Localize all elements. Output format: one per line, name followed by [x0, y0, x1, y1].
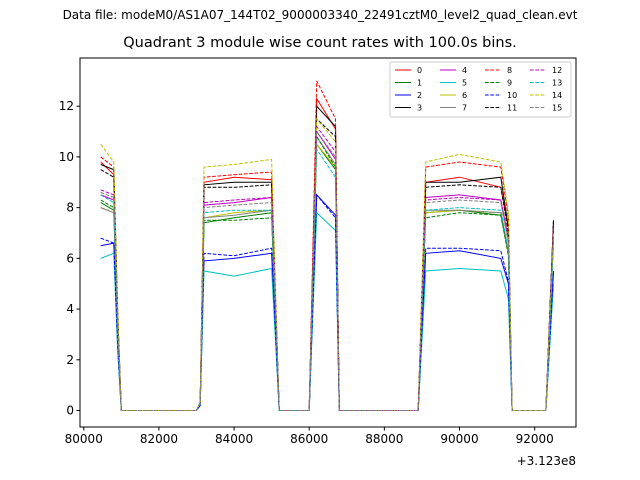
series-line-7 — [100, 135, 554, 411]
series-line-8 — [100, 80, 554, 411]
series-line-10 — [100, 193, 554, 411]
series-line-4 — [100, 129, 554, 411]
x-tick-label: 84000 — [215, 432, 253, 446]
x-tick-label: 82000 — [140, 432, 178, 446]
legend-label-14: 14 — [552, 91, 562, 100]
legend-label-15: 15 — [552, 104, 562, 113]
legend-label-2: 2 — [417, 91, 422, 100]
y-tick-label: 6 — [66, 251, 74, 265]
y-tick-label: 12 — [59, 99, 74, 113]
y-tick-label: 0 — [66, 404, 74, 418]
chart-title: Quadrant 3 module wise count rates with … — [123, 35, 517, 51]
legend-label-8: 8 — [507, 66, 512, 75]
legend-label-6: 6 — [462, 91, 467, 100]
legend-label-12: 12 — [552, 66, 562, 75]
series-line-13 — [100, 147, 554, 411]
series-line-1 — [100, 142, 554, 411]
y-tick-label: 10 — [59, 150, 74, 164]
legend-label-0: 0 — [417, 66, 422, 75]
series-line-11 — [100, 117, 554, 411]
legend-label-1: 1 — [417, 79, 422, 88]
series-line-2 — [100, 193, 554, 411]
legend-label-13: 13 — [552, 79, 562, 88]
series-line-5 — [100, 211, 554, 411]
legend-label-3: 3 — [417, 104, 422, 113]
series-line-9 — [100, 134, 554, 411]
legend-label-11: 11 — [507, 104, 517, 113]
x-tick-label: 80000 — [65, 432, 103, 446]
x-offset-label: +3.123e8 — [517, 454, 576, 468]
y-tick-label: 2 — [66, 353, 74, 367]
series-line-6 — [100, 142, 554, 411]
x-tick-label: 90000 — [440, 432, 478, 446]
axes-frame — [79, 57, 577, 428]
legend-label-10: 10 — [507, 91, 517, 100]
series-line-12 — [100, 125, 554, 411]
legend-box — [389, 61, 572, 118]
y-tick-label: 8 — [66, 201, 74, 215]
legend-label-7: 7 — [462, 104, 467, 113]
series-line-14 — [100, 117, 554, 411]
series-line-15 — [100, 130, 554, 411]
legend-label-4: 4 — [462, 66, 467, 75]
x-tick-label: 88000 — [365, 432, 403, 446]
y-tick-label: 4 — [66, 302, 74, 316]
data-file-suptitle: Data file: modeM0/AS1A07_144T02_90000033… — [62, 8, 578, 22]
x-tick-label: 92000 — [516, 432, 554, 446]
legend-label-5: 5 — [462, 79, 467, 88]
legend-label-9: 9 — [507, 79, 512, 88]
x-tick-label: 86000 — [290, 432, 328, 446]
